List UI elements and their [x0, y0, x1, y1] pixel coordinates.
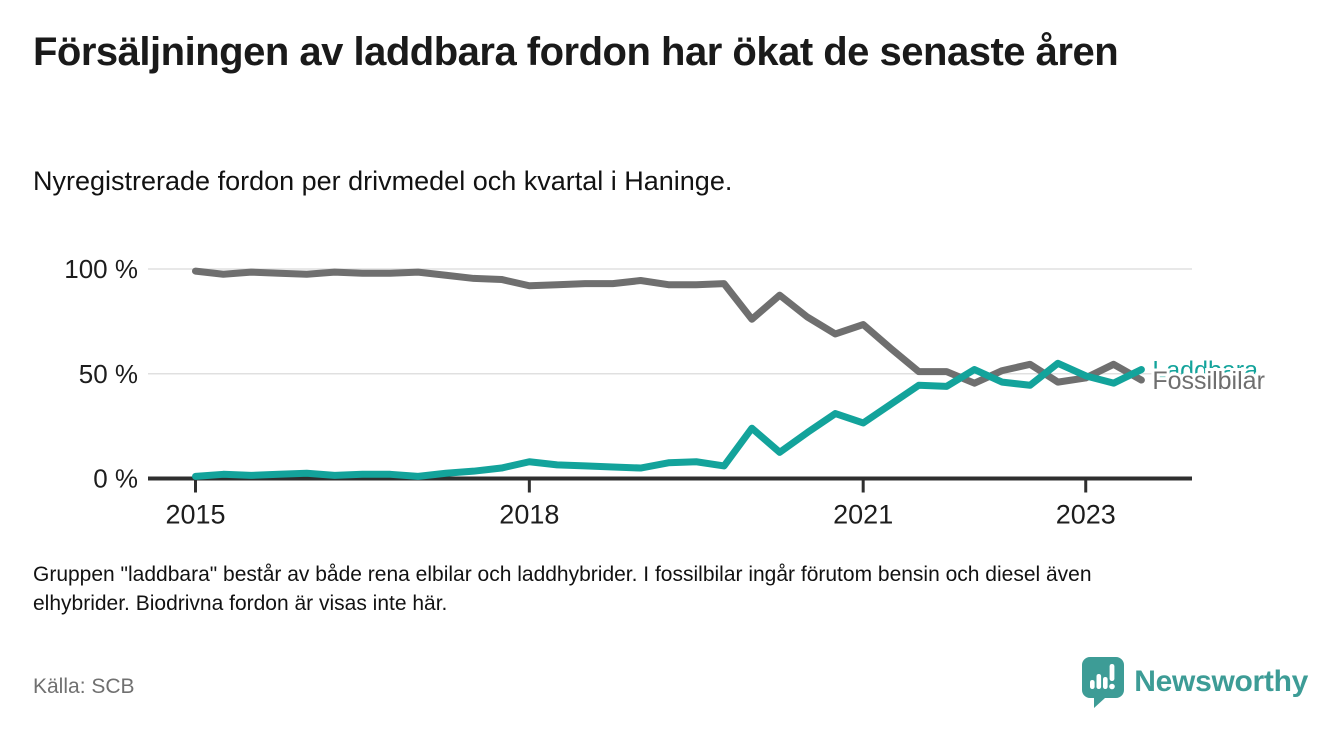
series-line-fossilbilar [192, 267, 1145, 387]
x-tick-label: 2018 [499, 500, 559, 530]
series-line-laddbara [192, 359, 1145, 480]
chart-title: Försäljningen av laddbara fordon har öka… [33, 30, 1119, 74]
line-chart: 0 % 50 % 100 % 2015 2018 2021 2023 LaddbaraFoss… [64, 254, 1268, 530]
series-end-label-laddbara: Laddbara [1152, 357, 1258, 385]
y-tick-label: 50 % [79, 359, 138, 389]
footnote-line-2: elhybrider. Biodrivna fordon är visas in… [33, 592, 448, 615]
footnote-line-1: Gruppen "laddbara" består av både rena e… [33, 563, 1092, 586]
y-tick-label: 100 % [64, 254, 138, 284]
chart-subtitle: Nyregistrerade fordon per drivmedel och … [33, 166, 733, 196]
series-end-label-fossilbilar: Fossilbilar [1152, 367, 1265, 395]
newsworthy-wordmark: Newsworthy [1134, 665, 1308, 698]
newsworthy-logo-icon [1082, 657, 1125, 708]
x-tick-label: 2023 [1056, 500, 1116, 530]
y-tick-label: 0 % [93, 464, 138, 494]
footnote: Gruppen "laddbara" består av både rena e… [33, 560, 1092, 618]
x-tick-label: 2015 [165, 500, 225, 530]
newsworthy-logo: Newsworthy [1081, 656, 1308, 708]
source-label: Källa: SCB [33, 675, 135, 698]
x-tick-label: 2021 [833, 500, 893, 530]
